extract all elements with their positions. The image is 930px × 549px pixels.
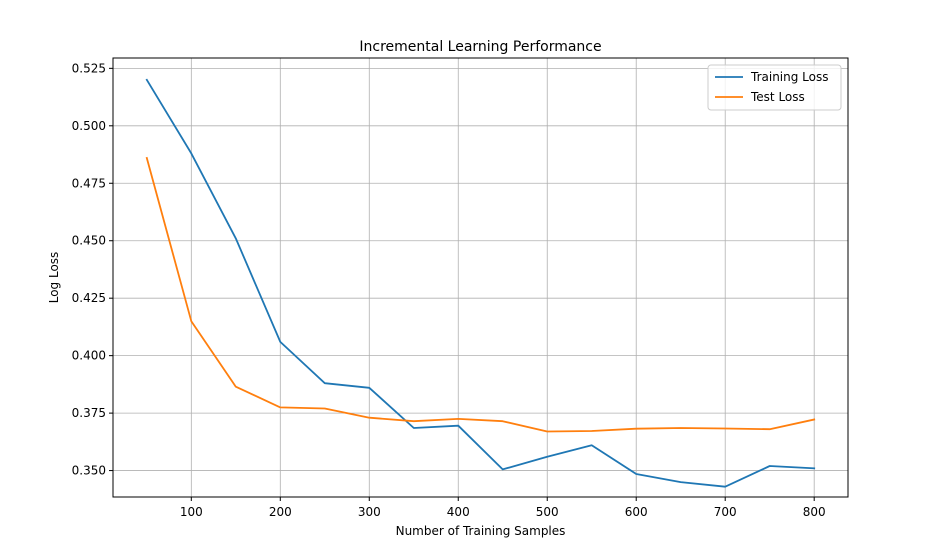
x-tick-label: 500	[536, 505, 559, 519]
y-tick-label: 0.350	[72, 464, 106, 478]
grid-layer	[113, 58, 848, 497]
x-tick-label: 100	[180, 505, 203, 519]
series-line-test-loss	[145, 156, 816, 433]
legend-label: Training Loss	[750, 70, 828, 84]
x-tick-label: 700	[714, 505, 737, 519]
y-tick-label: 0.475	[72, 176, 106, 190]
x-tick-label: 400	[447, 505, 470, 519]
x-tick-label: 600	[625, 505, 648, 519]
plot-frame	[112, 57, 849, 498]
y-tick-label: 0.400	[72, 349, 106, 363]
x-tick-label: 200	[269, 505, 292, 519]
chart-title: Incremental Learning Performance	[359, 39, 601, 55]
tick-layer: 100 200 300 400 500 600 700 800 0.350 0.375 0.400 0…	[72, 61, 826, 519]
series-layer	[145, 78, 816, 488]
x-tick-label: 800	[803, 505, 826, 519]
x-tick-label: 300	[358, 505, 381, 519]
y-tick-label: 0.525	[72, 61, 106, 75]
y-tick-label: 0.500	[72, 119, 106, 133]
series-line-training-loss	[145, 78, 816, 488]
y-tick-label: 0.450	[72, 234, 106, 248]
y-tick-label: 0.425	[72, 291, 106, 305]
legend-label: Test Loss	[750, 90, 805, 104]
y-axis-title: Log Loss	[47, 252, 61, 304]
legend: Training Loss Test Loss	[707, 64, 842, 111]
x-axis-title: Number of Training Samples	[396, 524, 566, 538]
y-tick-label: 0.375	[72, 406, 106, 420]
